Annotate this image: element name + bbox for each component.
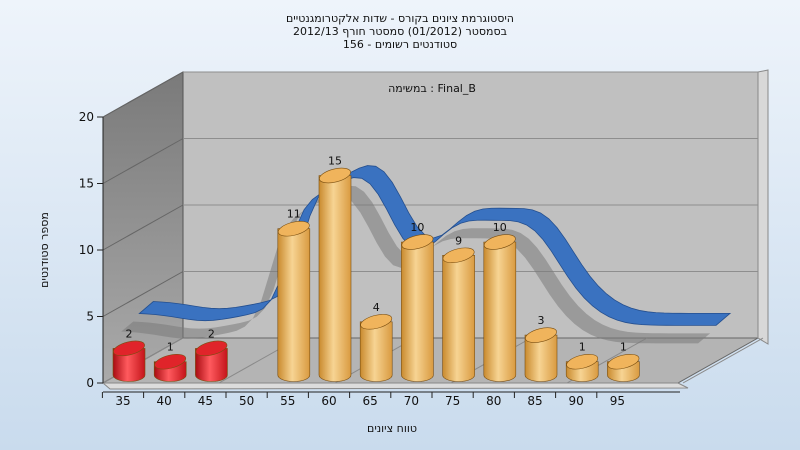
x-tick-label-80: 80 <box>486 394 501 408</box>
bar-label-55: 11 <box>287 208 301 221</box>
x-tick-label-60: 60 <box>321 394 336 408</box>
y-tick-label-15: 15 <box>79 177 94 191</box>
bar-label-40: 1 <box>167 341 174 354</box>
bar-80 <box>483 234 517 382</box>
bar-label-70: 10 <box>410 221 424 234</box>
distribution-curve-shadow <box>121 185 711 344</box>
bar-label-60: 15 <box>328 155 342 168</box>
bar-label-75: 9 <box>455 234 462 247</box>
y-tick-label-0: 0 <box>86 376 94 390</box>
bar-75 <box>442 247 475 382</box>
x-tick-label-50: 50 <box>239 394 254 408</box>
x-axis-label: טווח ציונים <box>367 422 417 435</box>
y-tick-label-5: 5 <box>86 310 94 324</box>
bar-60 <box>318 167 352 382</box>
bar-label-35: 2 <box>126 327 133 340</box>
x-tick-label-70: 70 <box>404 394 419 408</box>
bar-90 <box>565 354 599 382</box>
floor-front-edge <box>101 382 689 390</box>
x-tick-label-45: 45 <box>198 394 213 408</box>
bar-85 <box>524 327 558 382</box>
bar-45 <box>195 340 228 382</box>
right-frame-edge <box>757 69 769 345</box>
bar-label-85: 3 <box>538 314 545 327</box>
bar-label-65: 4 <box>373 301 380 314</box>
x-tick-label-40: 40 <box>157 394 172 408</box>
bar-40 <box>153 354 187 382</box>
bar-70 <box>401 234 434 382</box>
gridline-15 <box>102 138 758 184</box>
bar-55 <box>277 220 311 382</box>
bar-65 <box>359 314 393 382</box>
bar-35 <box>112 340 146 382</box>
chart-annotation: במשימה : Final_B <box>388 82 476 95</box>
x-tick-label-35: 35 <box>115 394 130 408</box>
x-tick-label-55: 55 <box>280 394 295 408</box>
bar-label-95: 1 <box>620 341 627 354</box>
bar-label-80: 10 <box>493 221 507 234</box>
gridline-10 <box>102 204 758 251</box>
chart-title-line-3: סטודנטים רשומים - 156 <box>343 38 457 51</box>
x-tick-label-90: 90 <box>569 394 584 408</box>
bar-95 <box>607 354 640 382</box>
x-tick-label-95: 95 <box>610 394 625 408</box>
chart-title-line-2: בסמסטר (01/2012) סמסטר חורף 2012/13 <box>293 25 507 38</box>
x-tick-label-65: 65 <box>363 394 378 408</box>
y-axis-label: מספר סטודנטים <box>38 212 51 288</box>
gridline-20 <box>102 71 758 118</box>
chart-title-line-1: היסטוגרמת ציונים בקורס - שדות אלקטרומגנט… <box>286 12 514 25</box>
x-tick-label-85: 85 <box>527 394 542 408</box>
bar-label-45: 2 <box>208 327 215 340</box>
bar-label-90: 1 <box>579 341 586 354</box>
y-tick-label-10: 10 <box>79 243 94 257</box>
y-tick-label-20: 20 <box>79 110 94 124</box>
x-tick-label-75: 75 <box>445 394 460 408</box>
